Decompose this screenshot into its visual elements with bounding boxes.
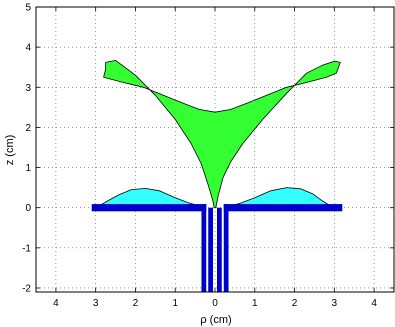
y-tick-label: 1 (25, 163, 31, 174)
x-tick-label: 2 (133, 298, 139, 309)
plume-shape (103, 60, 341, 209)
nozzle-wall-inner-left (208, 207, 214, 292)
x-tick-label: 4 (53, 298, 59, 309)
x-tick-label: 2 (292, 298, 298, 309)
x-tick-label: 3 (332, 298, 338, 309)
nozzle-plate-left (91, 204, 207, 212)
y-tick-label: -2 (22, 283, 31, 294)
nozzle-plate-right (223, 204, 343, 212)
nozzle-wall-outer-right (223, 204, 229, 292)
x-axis-label: ρ (cm) (200, 314, 231, 326)
y-tick-label: 3 (25, 83, 31, 94)
x-tick-label: 1 (172, 298, 178, 309)
nozzle-wall-inner-right (216, 207, 222, 292)
x-tick-label: 4 (371, 298, 377, 309)
y-tick-label: 2 (25, 123, 31, 134)
y-tick-label: -1 (22, 243, 31, 254)
plot-data (91, 60, 343, 292)
x-tick-label: 0 (212, 298, 218, 309)
x-tick-label: 3 (93, 298, 99, 309)
y-tick-label: 5 (25, 3, 31, 14)
y-axis-label: z (cm) (4, 135, 16, 166)
y-tick-label: 0 (25, 203, 31, 214)
nozzle-wall-outer-left (201, 204, 207, 292)
ticks: 4 3 2 1 0 1 2 3 4 -2 -1 0 1 2 3 4 5 (22, 3, 394, 309)
x-tick-label: 1 (252, 298, 258, 309)
y-tick-label: 4 (25, 43, 31, 54)
